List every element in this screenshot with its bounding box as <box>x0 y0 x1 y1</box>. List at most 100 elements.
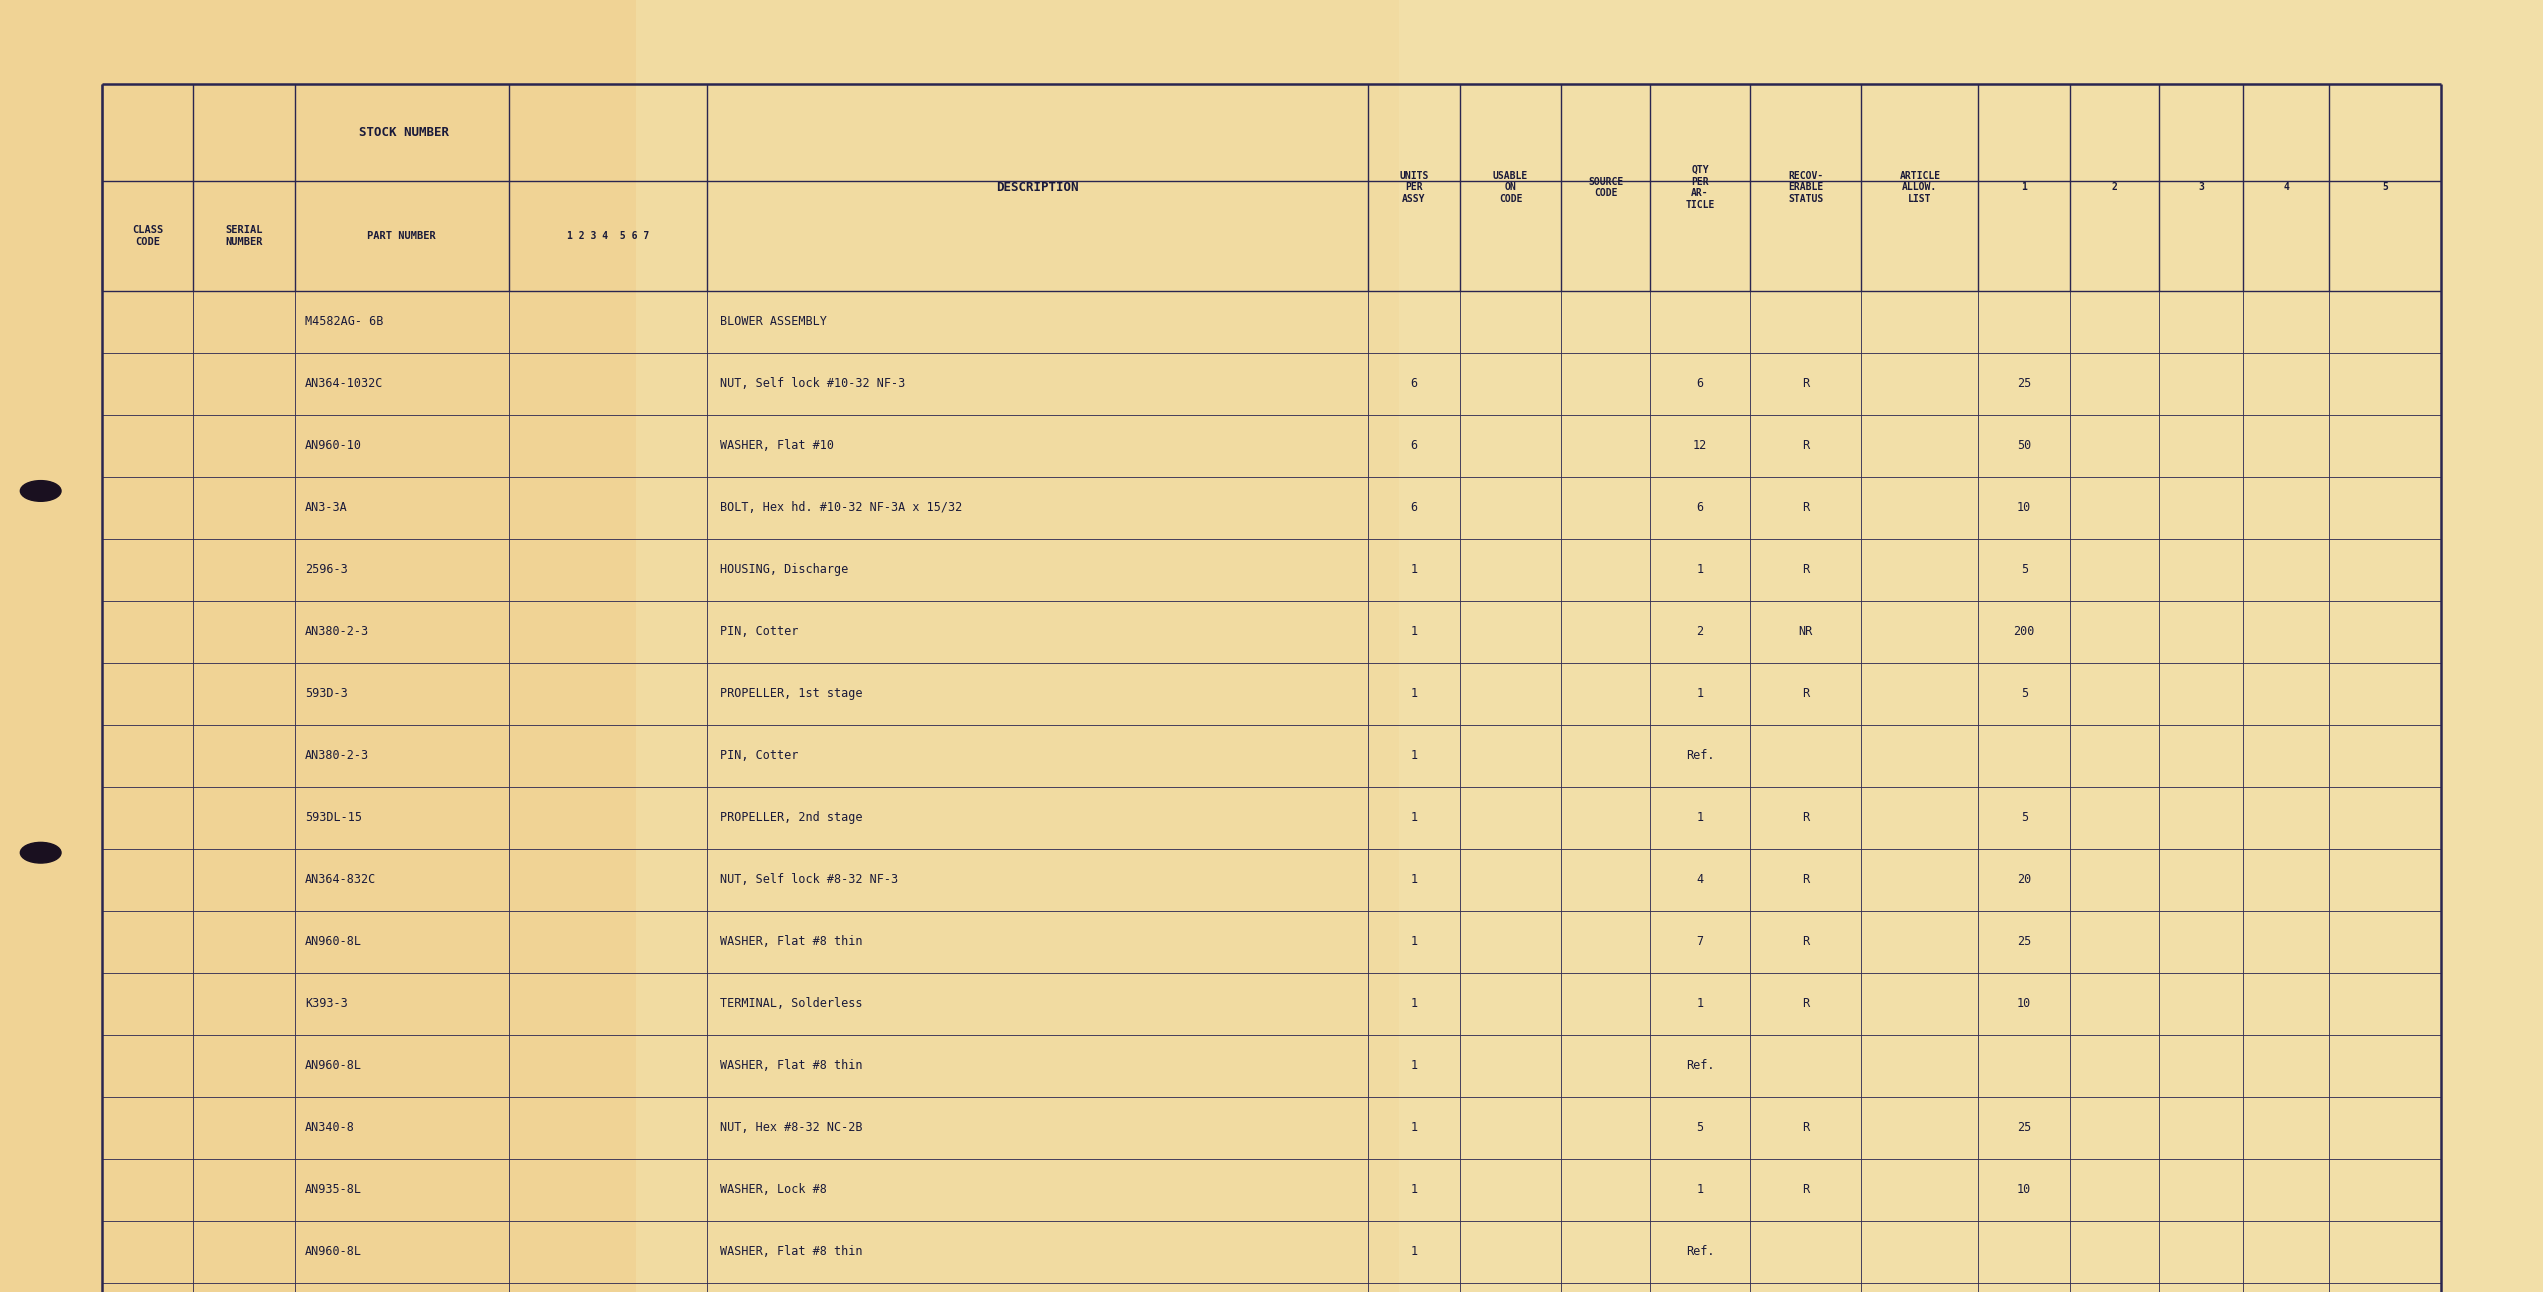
Text: R: R <box>1803 997 1808 1010</box>
Text: 1: 1 <box>1411 563 1416 576</box>
Text: 1: 1 <box>1411 1059 1416 1072</box>
Text: 2: 2 <box>2111 182 2118 193</box>
Text: 1: 1 <box>1411 1121 1416 1134</box>
Text: 1 2 3 4  5 6 7: 1 2 3 4 5 6 7 <box>567 231 648 240</box>
Text: 1: 1 <box>1696 1183 1704 1196</box>
Text: 1: 1 <box>1411 873 1416 886</box>
Text: 1: 1 <box>2022 182 2027 193</box>
Text: WASHER, Flat #8 thin: WASHER, Flat #8 thin <box>720 1059 862 1072</box>
Text: 1: 1 <box>1696 563 1704 576</box>
Text: PIN, Cotter: PIN, Cotter <box>720 749 799 762</box>
Text: R: R <box>1803 935 1808 948</box>
Text: WASHER, Lock #8: WASHER, Lock #8 <box>720 1183 826 1196</box>
Text: R: R <box>1803 873 1808 886</box>
Text: 5: 5 <box>1696 1121 1704 1134</box>
Text: PIN, Cotter: PIN, Cotter <box>720 625 799 638</box>
Text: 12: 12 <box>1694 439 1706 452</box>
Text: R: R <box>1803 377 1808 390</box>
Text: 593D-3: 593D-3 <box>305 687 348 700</box>
Text: STOCK NUMBER: STOCK NUMBER <box>359 125 450 140</box>
Text: 7: 7 <box>1696 935 1704 948</box>
Text: 5: 5 <box>2383 182 2388 193</box>
Text: PROPELLER, 1st stage: PROPELLER, 1st stage <box>720 687 862 700</box>
Text: NUT, Self lock #8-32 NF-3: NUT, Self lock #8-32 NF-3 <box>720 873 898 886</box>
Text: 5: 5 <box>2022 811 2027 824</box>
Text: M4582AG- 6B: M4582AG- 6B <box>305 315 384 328</box>
Text: R: R <box>1803 501 1808 514</box>
Text: 4: 4 <box>1696 873 1704 886</box>
Text: 6: 6 <box>1696 501 1704 514</box>
Text: Ref.: Ref. <box>1686 1059 1714 1072</box>
Text: 6: 6 <box>1411 501 1416 514</box>
Text: 4: 4 <box>2284 182 2289 193</box>
Text: ARTICLE
ALLOW.
LIST: ARTICLE ALLOW. LIST <box>1900 171 1940 204</box>
Text: AN340-8: AN340-8 <box>305 1121 356 1134</box>
Text: 3: 3 <box>2197 182 2205 193</box>
Text: HOUSING, Discharge: HOUSING, Discharge <box>720 563 847 576</box>
Text: AN960-8L: AN960-8L <box>305 1059 361 1072</box>
Text: 2596-3: 2596-3 <box>305 563 348 576</box>
Text: PROPELLER, 2nd stage: PROPELLER, 2nd stage <box>720 811 862 824</box>
Text: AN364-832C: AN364-832C <box>305 873 376 886</box>
Text: 1: 1 <box>1411 749 1416 762</box>
Text: NUT, Hex #8-32 NC-2B: NUT, Hex #8-32 NC-2B <box>720 1121 862 1134</box>
Bar <box>0 0 636 1292</box>
Text: 25: 25 <box>2017 377 2032 390</box>
Text: 10: 10 <box>2017 1183 2032 1196</box>
Text: RECOV-
ERABLE
STATUS: RECOV- ERABLE STATUS <box>1788 171 1823 204</box>
Text: 6: 6 <box>1696 377 1704 390</box>
Text: CLASS
CODE: CLASS CODE <box>132 225 163 247</box>
Text: AN960-8L: AN960-8L <box>305 935 361 948</box>
Text: 5: 5 <box>2022 687 2027 700</box>
Text: BOLT, Hex hd. #10-32 NF-3A x 15/32: BOLT, Hex hd. #10-32 NF-3A x 15/32 <box>720 501 961 514</box>
Text: WASHER, Flat #8 thin: WASHER, Flat #8 thin <box>720 1245 862 1258</box>
Text: 10: 10 <box>2017 997 2032 1010</box>
Bar <box>636 0 1399 1292</box>
Circle shape <box>20 481 61 501</box>
Text: 1: 1 <box>1411 625 1416 638</box>
Text: 5: 5 <box>2022 563 2027 576</box>
Text: 200: 200 <box>2014 625 2034 638</box>
Text: 1: 1 <box>1696 687 1704 700</box>
Text: AN364-1032C: AN364-1032C <box>305 377 384 390</box>
Text: 6: 6 <box>1411 439 1416 452</box>
Text: SOURCE
CODE: SOURCE CODE <box>1589 177 1622 198</box>
Text: 6: 6 <box>1411 377 1416 390</box>
Text: AN960-8L: AN960-8L <box>305 1245 361 1258</box>
Text: R: R <box>1803 811 1808 824</box>
Text: R: R <box>1803 563 1808 576</box>
Text: 1: 1 <box>1696 997 1704 1010</box>
Text: AN380-2-3: AN380-2-3 <box>305 749 369 762</box>
Text: R: R <box>1803 1121 1808 1134</box>
Text: 50: 50 <box>2017 439 2032 452</box>
Text: NR: NR <box>1798 625 1813 638</box>
Text: AN380-2-3: AN380-2-3 <box>305 625 369 638</box>
Circle shape <box>20 842 61 863</box>
Text: R: R <box>1803 1183 1808 1196</box>
Text: BLOWER ASSEMBLY: BLOWER ASSEMBLY <box>720 315 826 328</box>
Text: AN960-10: AN960-10 <box>305 439 361 452</box>
Text: WASHER, Flat #10: WASHER, Flat #10 <box>720 439 834 452</box>
Text: 1: 1 <box>1411 687 1416 700</box>
Text: 25: 25 <box>2017 1121 2032 1134</box>
Text: 10: 10 <box>2017 501 2032 514</box>
Text: UNITS
PER
ASSY: UNITS PER ASSY <box>1399 171 1429 204</box>
Text: USABLE
ON
CODE: USABLE ON CODE <box>1493 171 1528 204</box>
Text: NUT, Self lock #10-32 NF-3: NUT, Self lock #10-32 NF-3 <box>720 377 905 390</box>
Text: 2: 2 <box>1696 625 1704 638</box>
Text: K393-3: K393-3 <box>305 997 348 1010</box>
Text: QTY
PER
AR-
TICLE: QTY PER AR- TICLE <box>1686 165 1714 209</box>
Text: AN935-8L: AN935-8L <box>305 1183 361 1196</box>
Text: SERIAL
NUMBER: SERIAL NUMBER <box>226 225 262 247</box>
Text: R: R <box>1803 687 1808 700</box>
Text: 1: 1 <box>1411 1245 1416 1258</box>
Text: TERMINAL, Solderless: TERMINAL, Solderless <box>720 997 862 1010</box>
Text: 20: 20 <box>2017 873 2032 886</box>
Text: 1: 1 <box>1411 811 1416 824</box>
Text: Ref.: Ref. <box>1686 749 1714 762</box>
Text: DESCRIPTION: DESCRIPTION <box>997 181 1078 194</box>
Text: 1: 1 <box>1696 811 1704 824</box>
Text: 1: 1 <box>1411 935 1416 948</box>
Text: WASHER, Flat #8 thin: WASHER, Flat #8 thin <box>720 935 862 948</box>
Text: 25: 25 <box>2017 935 2032 948</box>
